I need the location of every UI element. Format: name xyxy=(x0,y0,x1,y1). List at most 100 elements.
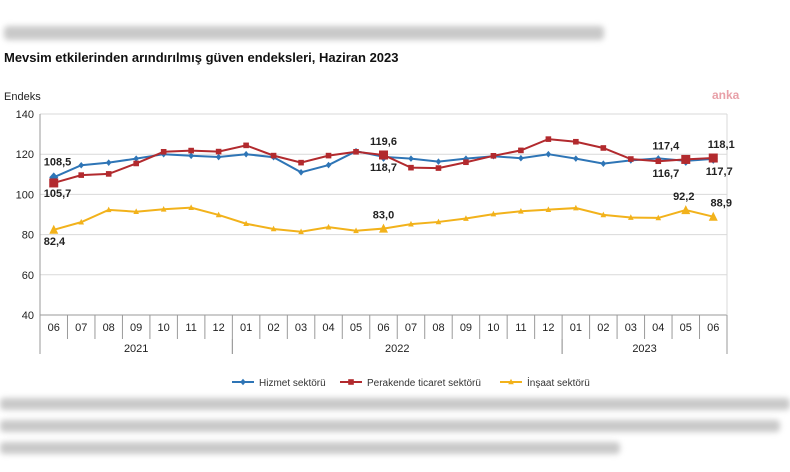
x-tick-label: 07 xyxy=(75,322,87,334)
data-label: 118,7 xyxy=(370,162,397,174)
data-point xyxy=(435,218,442,225)
x-tick-label: 05 xyxy=(350,322,362,334)
legend-label: Perakende ticaret sektörü xyxy=(367,378,481,389)
data-point xyxy=(325,223,332,230)
data-point xyxy=(325,161,332,169)
y-tick-label: 120 xyxy=(16,149,34,161)
data-point xyxy=(49,178,59,188)
blurred-footer-line-3 xyxy=(0,442,620,454)
data-point xyxy=(490,210,497,217)
y-tick-label: 80 xyxy=(22,230,34,242)
data-point xyxy=(518,147,524,154)
data-point xyxy=(325,152,332,159)
data-point xyxy=(573,204,579,211)
data-point xyxy=(518,207,524,214)
data-point xyxy=(105,171,112,177)
y-tick-label: 60 xyxy=(22,270,34,282)
data-point xyxy=(49,224,59,234)
data-point xyxy=(655,158,662,165)
data-point xyxy=(463,215,469,221)
data-label: 105,7 xyxy=(44,188,72,200)
data-point xyxy=(243,220,249,227)
data-point xyxy=(573,138,579,145)
data-point xyxy=(463,159,469,166)
data-point xyxy=(215,211,222,218)
data-point xyxy=(490,153,497,159)
data-point xyxy=(628,214,634,220)
data-point xyxy=(78,218,85,225)
x-tick-label: 10 xyxy=(487,322,499,334)
data-point xyxy=(188,204,194,210)
y-tick-label: 100 xyxy=(16,189,34,201)
data-point xyxy=(518,154,524,162)
data-point xyxy=(545,206,552,212)
data-point xyxy=(160,148,167,155)
x-tick-label: 08 xyxy=(103,322,115,334)
data-point xyxy=(105,206,112,213)
x-tick-label: 11 xyxy=(515,322,526,334)
legend-swatch-marker xyxy=(348,379,354,385)
data-point xyxy=(681,154,691,164)
y-tick-label: 140 xyxy=(16,109,34,121)
data-point xyxy=(105,159,112,166)
data-point xyxy=(600,160,607,167)
data-label: 117,4 xyxy=(652,140,680,152)
data-label: 119,6 xyxy=(370,136,397,148)
x-tick-label: 09 xyxy=(460,322,472,334)
year-label: 2023 xyxy=(632,343,656,355)
data-point xyxy=(188,152,194,160)
data-point xyxy=(78,172,85,178)
year-label: 2021 xyxy=(124,343,148,355)
blurred-footer-line-1 xyxy=(0,398,790,410)
data-point xyxy=(545,150,552,158)
watermark-logo: anka xyxy=(712,88,740,102)
data-point xyxy=(408,220,414,227)
data-label: 82,4 xyxy=(44,236,66,248)
data-point xyxy=(463,155,469,162)
data-point xyxy=(681,205,691,215)
data-point xyxy=(270,225,277,232)
data-point xyxy=(243,142,249,149)
x-tick-label: 03 xyxy=(295,322,307,334)
data-point xyxy=(215,148,222,155)
data-point xyxy=(298,228,304,235)
x-tick-label: 02 xyxy=(597,322,609,334)
x-tick-label: 01 xyxy=(240,322,252,334)
x-tick-label: 08 xyxy=(432,322,444,334)
data-point xyxy=(353,148,359,155)
data-point xyxy=(188,147,194,154)
legend-swatch-marker xyxy=(508,378,514,385)
data-point xyxy=(600,145,607,151)
x-tick-label: 06 xyxy=(377,322,389,334)
data-label: 83,0 xyxy=(373,210,394,222)
data-point xyxy=(298,159,304,166)
data-label: 116,7 xyxy=(652,168,679,180)
data-point xyxy=(243,150,249,158)
x-tick-label: 06 xyxy=(48,322,60,334)
data-point xyxy=(708,211,718,221)
data-point xyxy=(133,208,139,214)
data-point xyxy=(133,160,139,167)
data-label: 88,9 xyxy=(711,198,732,210)
data-point xyxy=(435,165,442,171)
x-tick-label: 12 xyxy=(542,322,554,334)
data-label: 108,5 xyxy=(44,156,72,168)
blurred-footer-line-2 xyxy=(0,420,780,432)
data-point xyxy=(270,152,277,159)
x-tick-label: 07 xyxy=(405,322,417,334)
x-tick-label: 02 xyxy=(267,322,279,334)
x-tick-label: 04 xyxy=(652,322,664,334)
y-tick-label: 40 xyxy=(22,310,34,322)
chart-title: Mevsim etkilerinden arındırılmış güven e… xyxy=(4,50,399,65)
data-point xyxy=(628,156,634,162)
data-point xyxy=(573,155,579,162)
data-point xyxy=(545,136,552,142)
data-label: 92,2 xyxy=(673,191,694,203)
data-point xyxy=(408,155,414,162)
x-tick-label: 10 xyxy=(158,322,170,334)
data-point xyxy=(708,153,718,163)
blurred-header-line xyxy=(4,26,604,40)
data-point xyxy=(298,168,304,176)
data-point xyxy=(215,153,222,161)
